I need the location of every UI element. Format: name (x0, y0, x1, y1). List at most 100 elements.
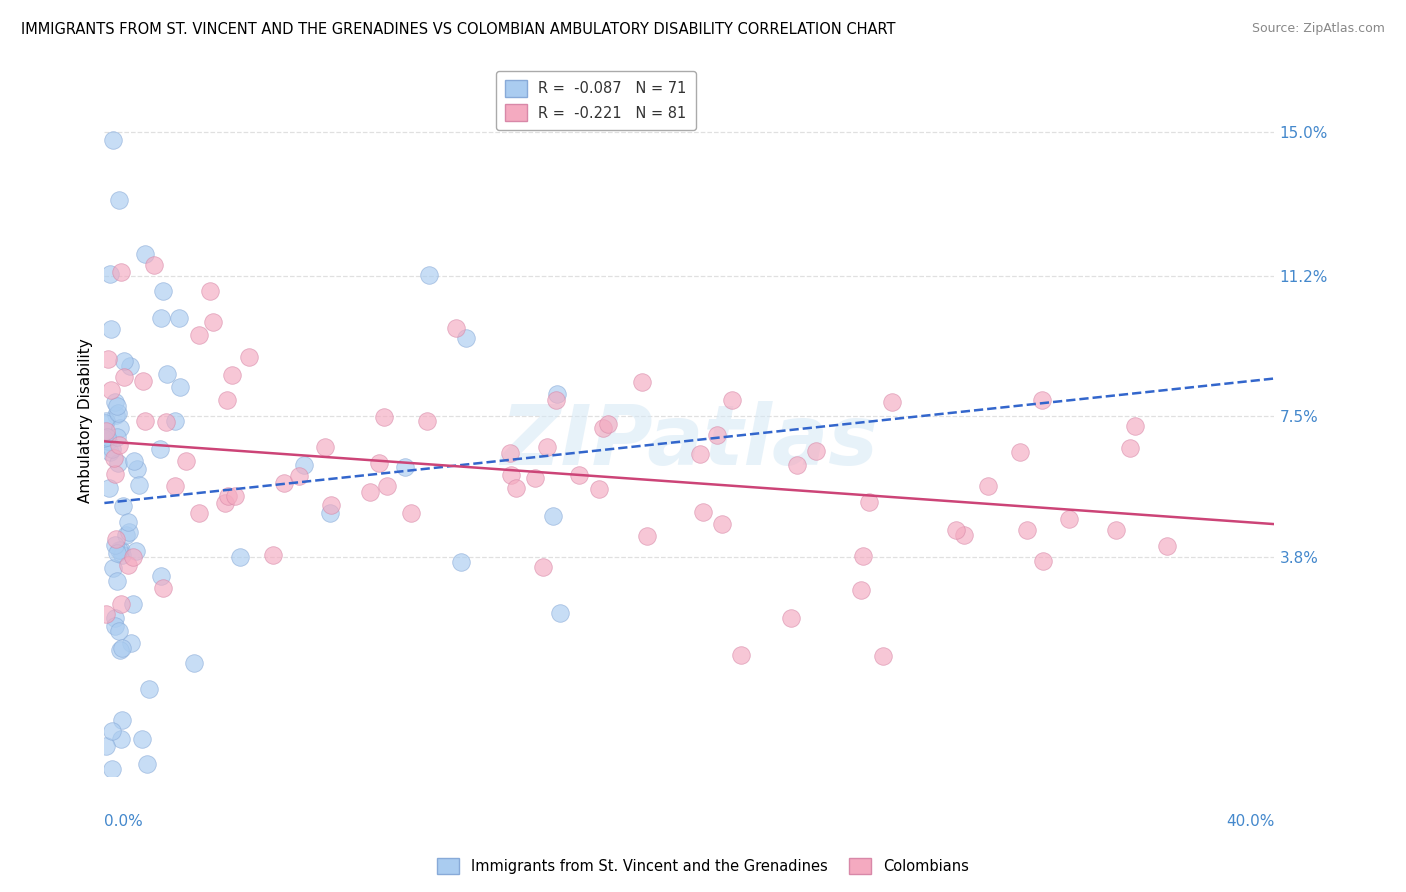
Point (117, 558, 139, 573)
Point (149, 442, 172, 456)
Point (174, 454, 197, 468)
Point (536, 440, 558, 454)
Point (93, 431, 115, 445)
Point (101, 442, 124, 457)
Point (229, 549, 252, 564)
Point (373, 410, 395, 425)
Point (107, 406, 129, 420)
Point (101, 762, 124, 776)
Legend: Immigrants from St. Vincent and the Grenadines, Colombians: Immigrants from St. Vincent and the Gren… (432, 852, 974, 880)
Point (221, 368, 243, 383)
Point (710, 516, 733, 531)
Point (122, 597, 145, 611)
Point (98, 268, 121, 282)
Point (273, 476, 295, 491)
Point (588, 482, 610, 496)
Text: 40.0%: 40.0% (1226, 814, 1274, 830)
Point (546, 387, 568, 401)
Point (138, 681, 160, 696)
Point (101, 133, 124, 147)
Point (108, 543, 131, 558)
Point (108, 194, 131, 208)
Point (105, 399, 128, 413)
Point (200, 285, 222, 299)
Point (98, 481, 121, 495)
Point (321, 499, 343, 513)
Point (953, 527, 976, 541)
Point (103, 561, 125, 575)
Point (568, 467, 591, 482)
Point (104, 611, 127, 625)
Point (97, 434, 120, 448)
Point (94, 739, 117, 753)
Point (94, 424, 117, 438)
Point (94, 607, 117, 622)
Point (215, 392, 238, 407)
Point (454, 331, 477, 345)
Point (786, 458, 808, 472)
Point (546, 392, 568, 407)
Point (852, 549, 875, 563)
Point (110, 543, 132, 558)
Point (945, 523, 967, 537)
Point (499, 446, 522, 460)
Point (977, 479, 1000, 493)
Point (368, 456, 391, 470)
Point (142, 258, 165, 272)
Point (636, 529, 658, 543)
Point (631, 375, 654, 389)
Point (201, 315, 224, 329)
Point (104, 538, 127, 552)
Point (104, 394, 127, 409)
Point (118, 524, 141, 539)
Point (394, 460, 416, 475)
Point (100, 322, 122, 336)
Point (1104, 523, 1126, 537)
Point (155, 416, 177, 430)
Point (163, 479, 186, 493)
Point (120, 635, 142, 649)
Point (111, 640, 134, 655)
Point (152, 581, 174, 595)
Text: 0.0%: 0.0% (104, 814, 143, 830)
Point (167, 311, 190, 326)
Point (214, 495, 236, 509)
Point (598, 417, 620, 431)
Point (450, 555, 472, 569)
Point (531, 559, 554, 574)
Point (730, 648, 752, 662)
Point (103, 451, 125, 466)
Point (163, 413, 186, 427)
Point (1119, 441, 1142, 455)
Legend: R =  -0.087   N = 71, R =  -0.221   N = 81: R = -0.087 N = 71, R = -0.221 N = 81 (496, 71, 696, 130)
Point (1031, 393, 1053, 408)
Point (108, 421, 131, 435)
Point (416, 414, 439, 428)
Point (108, 643, 131, 657)
Point (689, 446, 711, 460)
Point (111, 713, 134, 727)
Point (524, 470, 547, 484)
Point (111, 499, 134, 513)
Point (780, 610, 803, 624)
Point (122, 454, 145, 468)
Point (858, 495, 880, 509)
Point (238, 351, 260, 365)
Point (120, 359, 142, 373)
Point (103, 619, 125, 633)
Point (880, 395, 903, 409)
Point (872, 648, 894, 663)
Point (1015, 523, 1038, 537)
Point (319, 506, 342, 520)
Point (418, 268, 440, 283)
Point (114, 370, 136, 384)
Point (105, 430, 128, 444)
Point (107, 624, 129, 638)
Point (105, 574, 128, 588)
Point (446, 320, 468, 334)
Point (1057, 512, 1080, 526)
Point (104, 409, 127, 423)
Point (108, 438, 131, 452)
Point (1156, 540, 1178, 554)
Point (187, 327, 209, 342)
